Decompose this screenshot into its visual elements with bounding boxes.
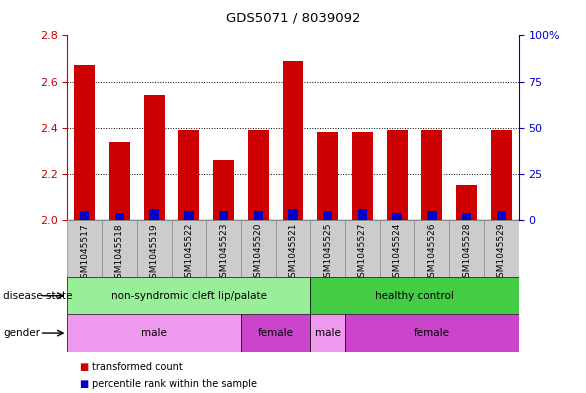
Bar [67,220,102,277]
Bar [311,277,519,314]
Bar [380,220,414,277]
Text: GSM1045524: GSM1045524 [393,223,401,283]
Bar [74,65,95,220]
Text: ■: ■ [79,379,88,389]
Bar [345,314,519,352]
Text: disease state: disease state [3,291,73,301]
Bar [484,220,519,277]
Bar [491,130,512,220]
Bar [137,220,172,277]
Bar [184,211,193,220]
Bar [421,130,442,220]
Bar [387,130,407,220]
Bar [67,277,311,314]
Text: non-syndromic cleft lip/palate: non-syndromic cleft lip/palate [111,291,267,301]
Text: percentile rank within the sample: percentile rank within the sample [92,379,257,389]
Bar [323,211,332,220]
Bar [414,220,449,277]
Bar [427,211,437,220]
Bar [67,314,241,352]
Bar [311,220,345,277]
Text: GSM1045520: GSM1045520 [254,223,263,283]
Text: transformed count: transformed count [92,362,183,373]
Bar [213,160,234,220]
Text: healthy control: healthy control [375,291,454,301]
Bar [241,220,275,277]
Text: GSM1045519: GSM1045519 [149,223,159,284]
Text: GSM1045518: GSM1045518 [115,223,124,284]
Bar [288,209,298,220]
Text: male: male [315,328,340,338]
Bar [275,220,311,277]
Bar [462,213,471,220]
Text: GSM1045517: GSM1045517 [80,223,89,284]
Text: female: female [414,328,450,338]
Bar [456,185,477,220]
Text: GSM1045525: GSM1045525 [323,223,332,283]
Text: GSM1045522: GSM1045522 [185,223,193,283]
Text: GSM1045526: GSM1045526 [427,223,437,283]
Bar [352,132,373,220]
Bar [393,213,402,220]
Bar [248,130,269,220]
Bar [219,211,229,220]
Bar [496,211,506,220]
Bar [311,314,345,352]
Bar [109,141,130,220]
Bar [357,209,367,220]
Bar [241,314,311,352]
Bar [102,220,137,277]
Bar [115,213,124,220]
Text: female: female [258,328,294,338]
Bar [80,211,90,220]
Bar [449,220,484,277]
Bar [254,211,263,220]
Bar [317,132,338,220]
Text: GSM1045523: GSM1045523 [219,223,228,283]
Bar [149,209,159,220]
Bar [179,130,199,220]
Text: ■: ■ [79,362,88,373]
Bar [144,95,165,220]
Text: GSM1045528: GSM1045528 [462,223,471,283]
Bar [206,220,241,277]
Text: GSM1045529: GSM1045529 [497,223,506,283]
Bar [172,220,206,277]
Bar [282,61,304,220]
Text: gender: gender [3,328,40,338]
Text: male: male [141,328,167,338]
Bar [345,220,380,277]
Text: GSM1045521: GSM1045521 [288,223,298,283]
Text: GSM1045527: GSM1045527 [358,223,367,283]
Text: GDS5071 / 8039092: GDS5071 / 8039092 [226,12,360,25]
